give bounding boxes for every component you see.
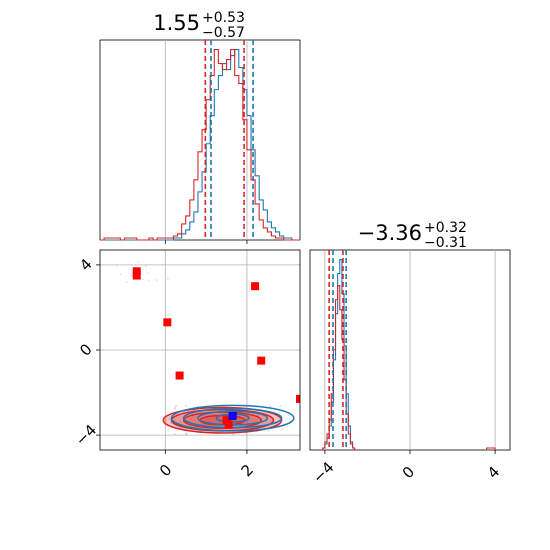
faint-dot	[174, 408, 176, 410]
red-marker-0	[132, 267, 141, 276]
faint-dot	[179, 420, 181, 423]
contour-1-level-3	[170, 404, 295, 432]
top-title: 1.55	[153, 11, 200, 35]
red-marker-1	[132, 271, 141, 280]
marker-layer	[132, 267, 300, 429]
right-title: −3.36	[358, 221, 422, 245]
blue-marker	[228, 411, 237, 420]
faint-dot	[130, 274, 133, 277]
faint-dot	[185, 433, 187, 435]
faint-dot	[141, 278, 144, 281]
faint-dot	[115, 264, 118, 267]
faint-dot	[269, 405, 272, 408]
faint-dot	[185, 404, 188, 407]
right-xtick-label-0: −4	[309, 458, 337, 486]
faint-dot	[233, 419, 235, 422]
panel-top-frame	[99, 39, 301, 241]
panel-top-histogram: 1.55 +0.53 −0.57	[99, 10, 301, 244]
faint-dot	[174, 433, 177, 436]
red-marker-6	[296, 394, 300, 403]
contour-xtick-label-0: 0	[156, 461, 175, 480]
contour-layers	[115, 261, 295, 436]
red-marker-8	[224, 420, 233, 429]
right-series	[322, 258, 496, 450]
top-title-lower: −0.57	[202, 25, 245, 41]
faint-dot	[219, 421, 222, 423]
top-quantile-lines	[204, 40, 254, 240]
contour-ytick-label-2: 4	[76, 255, 95, 274]
faint-dot	[146, 272, 149, 274]
red-marker-7	[222, 416, 231, 425]
faint-dot	[126, 280, 128, 283]
faint-dot	[144, 265, 147, 268]
top-title-upper: +0.53	[202, 10, 245, 26]
contour-ytick-label-1: 0	[76, 340, 95, 359]
faint-dot	[147, 279, 150, 282]
contour-1-level-2	[182, 407, 283, 429]
faint-dot	[267, 429, 270, 432]
faint-dot	[137, 261, 140, 264]
top-series	[100, 48, 300, 241]
right-title-lower: −0.31	[424, 235, 467, 251]
red-marker-4	[257, 356, 266, 365]
right-ticks: −4 0 4	[309, 450, 503, 487]
right-quantile-lines	[328, 250, 347, 450]
panel-right-histogram: −4 0 4 −3.36 +0.32 −0.31	[309, 220, 511, 487]
contour-1-level-1	[197, 410, 269, 426]
faint-dot	[156, 279, 158, 281]
right-hist-series-1	[322, 285, 496, 450]
right-title-upper: +0.32	[424, 220, 467, 236]
faint-dot	[175, 404, 178, 407]
contour-ytick-label-0: −4	[72, 421, 100, 449]
faint-dot	[232, 433, 235, 436]
faint-dot	[174, 406, 176, 409]
right-xtick-label-1: 0	[399, 463, 418, 482]
top-hist-series-1	[100, 48, 300, 241]
panel-2d-contour: 0 2 −4 0 4	[72, 249, 301, 480]
red-marker-2	[163, 318, 172, 327]
right-hist-series-0	[322, 258, 356, 450]
faint-dot	[279, 405, 282, 408]
red-marker-3	[251, 282, 260, 291]
faint-dot	[281, 428, 284, 431]
red-marker-5	[175, 371, 184, 380]
faint-dot	[119, 273, 122, 276]
contour-0-level-0	[199, 414, 246, 426]
faint-dot	[167, 429, 170, 432]
contour-xtick-label-1: 2	[238, 461, 257, 480]
right-xtick-label-2: 4	[484, 463, 503, 482]
faint-dot	[167, 278, 169, 280]
top-hist-series-0	[100, 48, 300, 241]
right-grid	[324, 250, 496, 450]
